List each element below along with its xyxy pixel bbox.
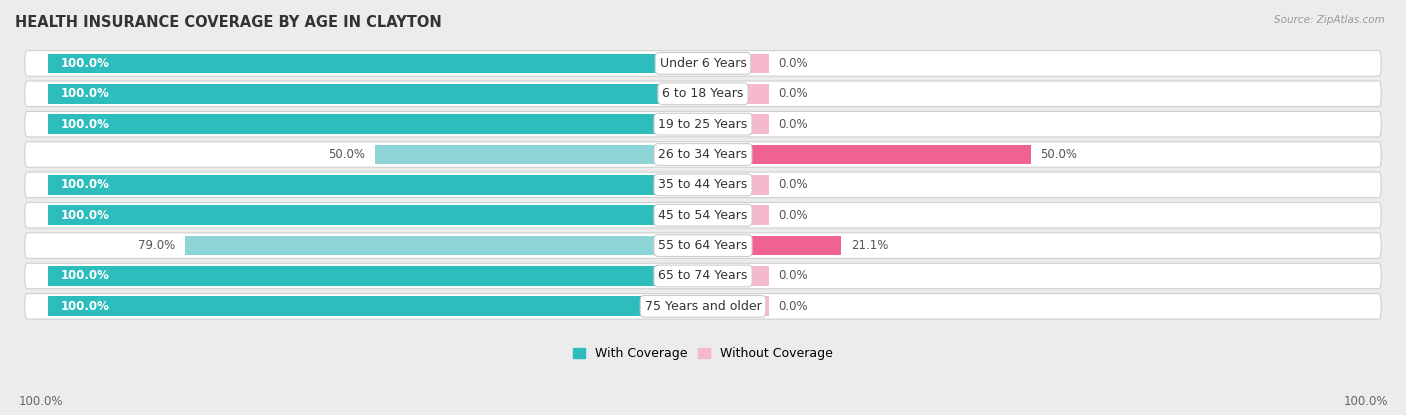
FancyBboxPatch shape [25,142,1381,167]
Bar [703,84,769,104]
Text: 0.0%: 0.0% [779,117,808,131]
Text: 50.0%: 50.0% [1040,148,1077,161]
Bar [48,84,703,104]
Text: 0.0%: 0.0% [779,57,808,70]
Text: 75 Years and older: 75 Years and older [644,300,762,313]
FancyBboxPatch shape [25,51,1381,76]
Text: 0.0%: 0.0% [779,209,808,222]
Text: 100.0%: 100.0% [60,117,110,131]
Text: 50.0%: 50.0% [329,148,366,161]
Bar [703,236,841,256]
Text: 21.1%: 21.1% [851,239,889,252]
Text: 100.0%: 100.0% [1343,395,1388,408]
Text: 65 to 74 Years: 65 to 74 Years [658,269,748,283]
FancyBboxPatch shape [25,81,1381,107]
Bar [48,175,703,195]
Bar [703,266,769,286]
FancyBboxPatch shape [25,111,1381,137]
Bar [703,296,769,316]
Text: 100.0%: 100.0% [60,57,110,70]
FancyBboxPatch shape [25,263,1381,289]
Bar [186,236,703,256]
Text: 100.0%: 100.0% [60,300,110,313]
Text: 100.0%: 100.0% [60,209,110,222]
Bar [48,114,703,134]
Text: HEALTH INSURANCE COVERAGE BY AGE IN CLAYTON: HEALTH INSURANCE COVERAGE BY AGE IN CLAY… [15,15,441,30]
Bar [48,205,703,225]
Text: 6 to 18 Years: 6 to 18 Years [662,87,744,100]
Bar [48,296,703,316]
Text: Under 6 Years: Under 6 Years [659,57,747,70]
Bar [703,145,1031,164]
Bar [703,54,769,73]
Bar [48,54,703,73]
Text: 100.0%: 100.0% [18,395,63,408]
Text: 100.0%: 100.0% [60,87,110,100]
FancyBboxPatch shape [25,233,1381,259]
Bar [375,145,703,164]
Text: Source: ZipAtlas.com: Source: ZipAtlas.com [1274,15,1385,24]
Legend: With Coverage, Without Coverage: With Coverage, Without Coverage [568,342,838,365]
Text: 0.0%: 0.0% [779,87,808,100]
FancyBboxPatch shape [25,172,1381,198]
Text: 100.0%: 100.0% [60,178,110,191]
Text: 0.0%: 0.0% [779,300,808,313]
Bar [703,205,769,225]
Text: 26 to 34 Years: 26 to 34 Years [658,148,748,161]
FancyBboxPatch shape [25,293,1381,319]
Bar [703,175,769,195]
Text: 0.0%: 0.0% [779,178,808,191]
FancyBboxPatch shape [25,203,1381,228]
Bar [703,114,769,134]
Text: 100.0%: 100.0% [60,269,110,283]
Text: 19 to 25 Years: 19 to 25 Years [658,117,748,131]
Text: 45 to 54 Years: 45 to 54 Years [658,209,748,222]
Text: 55 to 64 Years: 55 to 64 Years [658,239,748,252]
Text: 79.0%: 79.0% [138,239,176,252]
Text: 35 to 44 Years: 35 to 44 Years [658,178,748,191]
Bar [48,266,703,286]
Text: 0.0%: 0.0% [779,269,808,283]
